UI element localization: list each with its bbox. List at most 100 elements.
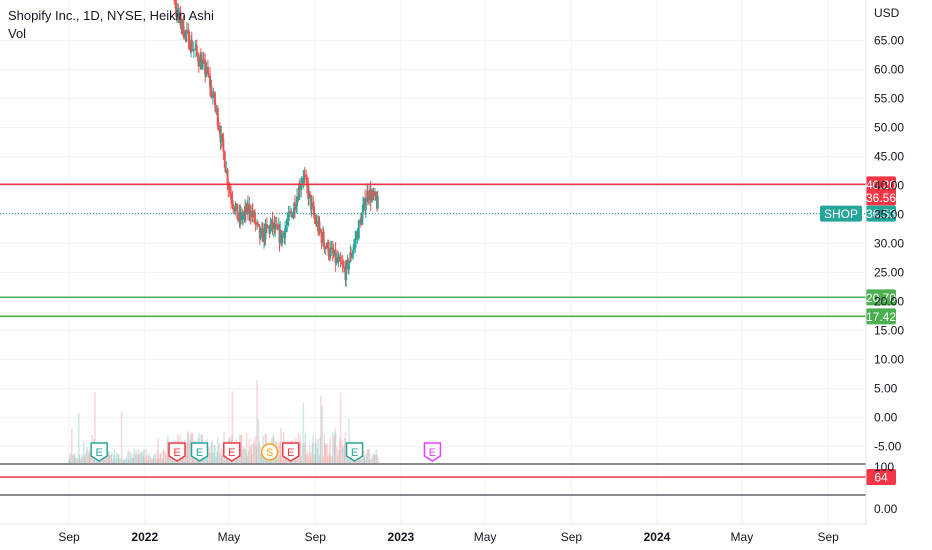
time-tick-label: Sep [561, 530, 583, 544]
event-marker-label: E [196, 447, 203, 459]
event-marker[interactable]: E [281, 442, 300, 462]
candle-body [226, 169, 229, 185]
candle-body [243, 211, 246, 216]
volume-bar [321, 405, 324, 463]
candle-body [345, 262, 348, 281]
volume-bar [254, 436, 257, 463]
time-axis[interactable]: Sep 2022 May Sep 2023 May Sep 2024 May Sep [0, 523, 866, 544]
chart-title[interactable]: Shopify Inc., 1D, NYSE, Heikin Ashi [8, 8, 214, 23]
volume-bar [134, 453, 137, 463]
candle-body [192, 49, 195, 51]
price-series [173, 0, 379, 287]
event-marker[interactable]: E [190, 442, 209, 462]
volume-bar [152, 458, 154, 463]
candle-body [315, 221, 318, 225]
candle-body [216, 107, 219, 126]
time-tick-label: 2023 [388, 530, 415, 544]
volume-bar [79, 458, 82, 463]
volume-bar [357, 460, 360, 463]
volume-bar [108, 454, 111, 463]
volume-bar [83, 456, 86, 463]
volume-bar [324, 443, 326, 463]
time-tick-label: May [731, 530, 754, 544]
volume-bar [299, 436, 302, 463]
candle-body [361, 204, 364, 213]
volume-bar [106, 452, 108, 463]
price-tick-label: 5.00 [874, 381, 898, 395]
event-marker[interactable]: E [90, 442, 108, 462]
lower-tick-label: 100 [874, 460, 894, 474]
price-tick-label: 30.00 [874, 236, 904, 250]
candle-body [236, 203, 239, 220]
candle-body [291, 212, 294, 218]
earnings-marker [168, 442, 186, 462]
event-marker[interactable]: E [345, 442, 364, 462]
volume-bar [249, 446, 252, 463]
volume-bar [129, 452, 132, 463]
candle-body [305, 175, 308, 178]
volume-bar [120, 457, 122, 463]
volume-bar [68, 455, 71, 463]
candle-body [276, 224, 279, 230]
candle-body [182, 19, 185, 36]
candle-body [310, 202, 313, 210]
candle-body [298, 185, 301, 200]
volume-bar [318, 455, 321, 463]
volume-bar [186, 433, 189, 463]
candle-body [302, 178, 305, 181]
candle-body [341, 263, 344, 266]
volume-bar [209, 452, 211, 463]
volume-bar [252, 443, 255, 463]
volume-bar [127, 451, 129, 463]
event-marker[interactable]: E [168, 442, 186, 462]
volume-bar [219, 453, 221, 463]
candle-body [337, 258, 340, 262]
candle-body [221, 133, 224, 140]
candle-body [256, 222, 259, 225]
candle-body [261, 228, 264, 242]
event-marker[interactable]: S [260, 443, 279, 461]
horizontal-levels[interactable]: 40.20 20.70 17.42 36.56 SHOP 36.53 [0, 176, 896, 325]
event-marker-label: E [287, 447, 294, 459]
pane-separators: 64 [0, 463, 896, 496]
volume-bar [371, 455, 373, 463]
volume-bar [372, 454, 375, 463]
volume-bar [132, 457, 135, 463]
event-marker[interactable]: E [423, 442, 442, 462]
candle-body [287, 212, 290, 222]
candle-body [195, 45, 198, 54]
price-tick-label: 55.00 [874, 92, 904, 106]
candle-body [190, 39, 193, 51]
candle-body [246, 203, 249, 214]
candle-body [234, 206, 237, 212]
volume-bar [105, 458, 107, 463]
price-label-box [866, 205, 896, 222]
price-tick-label: 20.00 [874, 294, 904, 308]
volume-bar [78, 413, 80, 463]
candle-body [185, 30, 188, 34]
volume-label[interactable]: Vol [8, 26, 27, 41]
volume-bar [363, 455, 366, 463]
price-axis[interactable]: USD 65.00 60.00 55.00 50.00 45.00 40.00 35.00 30… [865, 0, 904, 524]
candle-body [330, 247, 333, 250]
candle-body [303, 174, 306, 179]
volume-bar [328, 452, 331, 463]
candle-body [253, 212, 256, 224]
volume-bar [81, 454, 84, 463]
volume-bar [359, 458, 361, 463]
event-marker[interactable]: E [223, 442, 241, 462]
candle-body [285, 225, 288, 229]
candle-body [323, 243, 326, 250]
candle-body [286, 221, 289, 226]
volume-bar [107, 451, 110, 463]
earnings-marker [90, 442, 108, 462]
volume-bar [300, 456, 303, 463]
price-tick-label: 10.00 [874, 352, 904, 366]
volume-bar [155, 458, 157, 463]
volume-bar [103, 456, 105, 463]
candle-body [269, 224, 272, 233]
volume-bar [202, 456, 204, 463]
volume-bar [73, 453, 76, 463]
